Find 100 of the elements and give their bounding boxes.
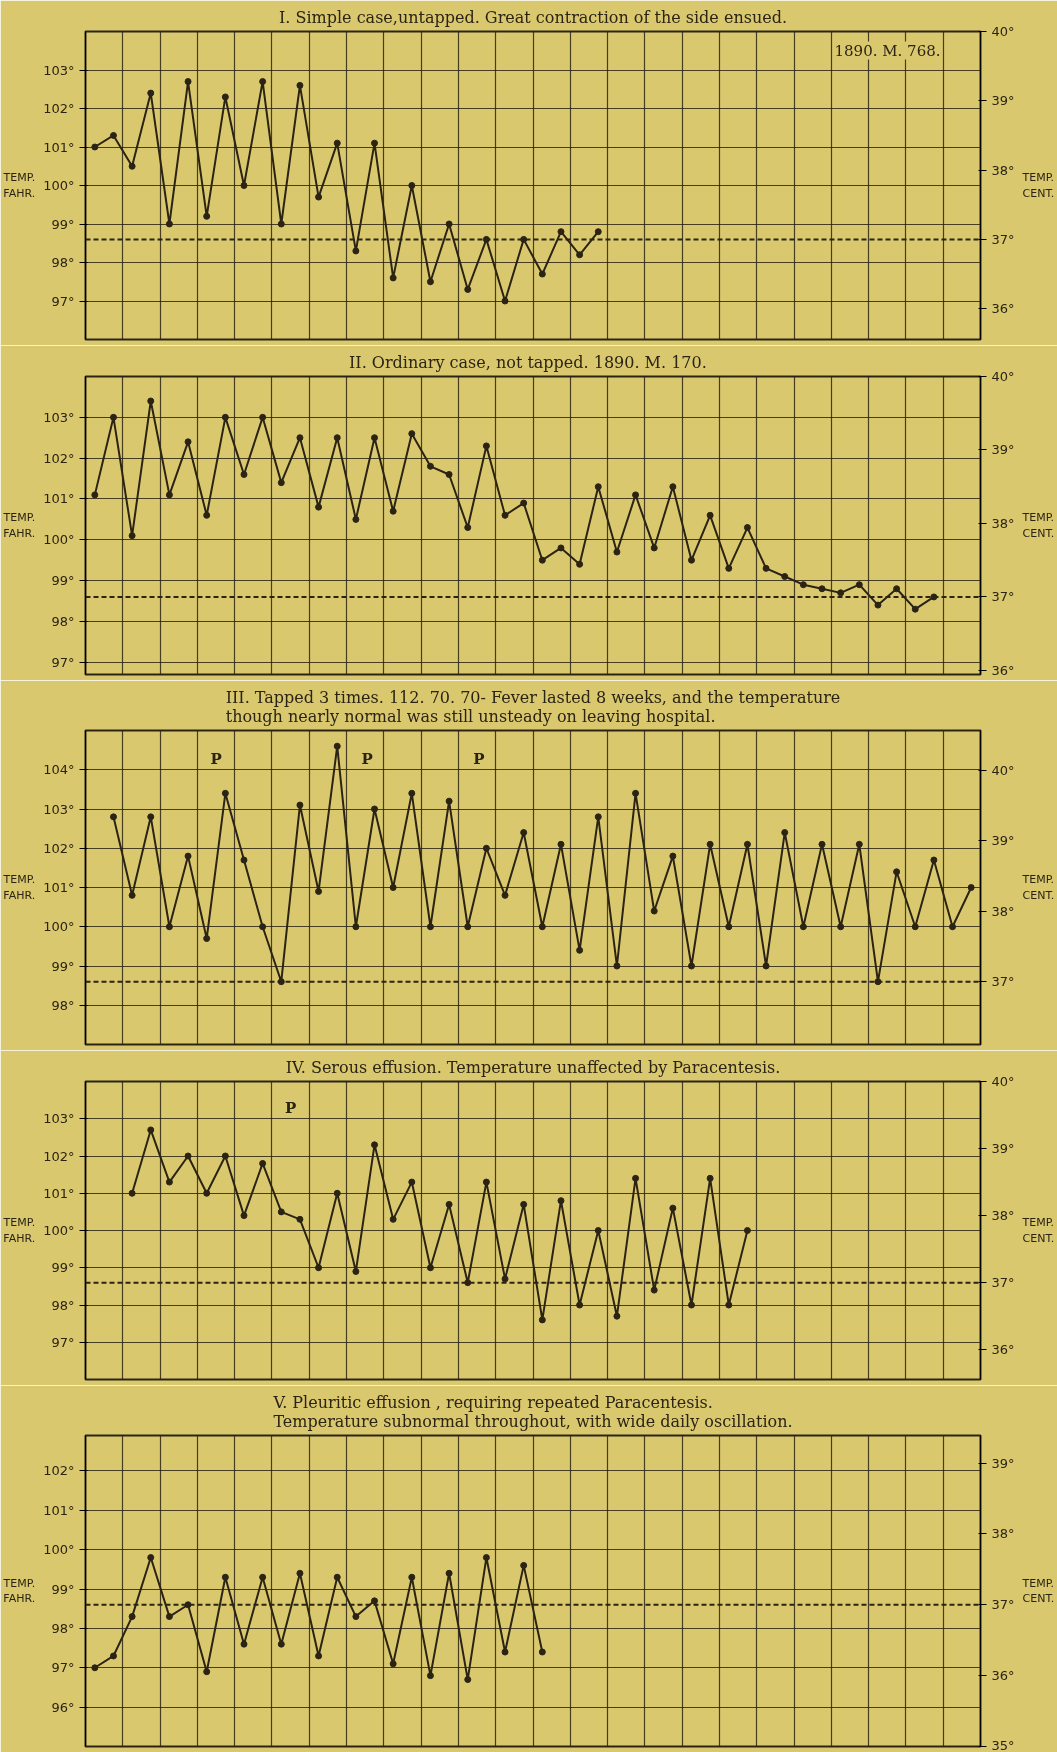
point bbox=[464, 285, 472, 293]
point bbox=[743, 840, 751, 848]
point bbox=[408, 1178, 416, 1186]
point bbox=[501, 1648, 509, 1656]
point bbox=[240, 1640, 248, 1648]
point bbox=[333, 742, 341, 750]
y2-tick-label: 37° bbox=[991, 1275, 1015, 1291]
point bbox=[184, 438, 192, 446]
point bbox=[128, 162, 136, 170]
point bbox=[240, 470, 248, 478]
point bbox=[576, 946, 584, 954]
point bbox=[557, 228, 565, 236]
y-tick-label: 100° bbox=[43, 1542, 75, 1558]
point bbox=[128, 532, 136, 540]
point bbox=[445, 470, 453, 478]
point bbox=[911, 605, 919, 613]
point bbox=[911, 923, 919, 931]
point bbox=[426, 1672, 434, 1680]
chart-title: IV. Serous effusion. Temperature unaffected by Paracentesis. bbox=[285, 1057, 781, 1077]
point bbox=[520, 235, 528, 243]
point bbox=[706, 1174, 714, 1182]
point bbox=[538, 270, 546, 278]
y-tick-label: 98° bbox=[51, 255, 75, 270]
point bbox=[818, 585, 826, 593]
point bbox=[240, 1212, 248, 1220]
point bbox=[855, 581, 863, 589]
point bbox=[501, 1275, 509, 1283]
y2-tick-label: 40° bbox=[991, 762, 1015, 778]
y-tick-label: 99° bbox=[51, 1260, 75, 1276]
point bbox=[426, 278, 434, 286]
point bbox=[613, 962, 621, 970]
y-tick-label: 97° bbox=[51, 293, 75, 309]
point bbox=[259, 1573, 267, 1581]
point bbox=[277, 1208, 285, 1216]
point bbox=[91, 491, 99, 499]
y2-axis-title: TEMP. CENT. bbox=[1021, 1216, 1055, 1245]
point bbox=[352, 247, 360, 255]
point bbox=[259, 923, 267, 931]
point bbox=[408, 182, 416, 189]
y2-tick-label: 39° bbox=[991, 442, 1015, 458]
y2-tick-label: 38° bbox=[991, 1208, 1015, 1224]
y-tick-label: 97° bbox=[51, 1334, 75, 1350]
point bbox=[855, 840, 863, 848]
point bbox=[296, 801, 304, 809]
y-tick-label: 102° bbox=[43, 1148, 75, 1164]
y2-tick-label: 40° bbox=[991, 1074, 1015, 1089]
chart-title: III. Tapped 3 times. 112. 70. 70- Fever lasted 8 weeks, and the temperature though nearly normal was still unsteady on leaving hospital. bbox=[225, 687, 841, 726]
point bbox=[650, 907, 658, 915]
y-tick-label: 97° bbox=[51, 1660, 75, 1676]
point bbox=[576, 560, 584, 568]
point bbox=[91, 143, 99, 151]
point bbox=[557, 840, 565, 848]
point bbox=[837, 923, 845, 931]
point bbox=[165, 923, 173, 931]
y2-tick-label: 37° bbox=[991, 1597, 1015, 1613]
point bbox=[203, 511, 211, 519]
y-tick-label: 97° bbox=[51, 654, 75, 670]
point bbox=[371, 1141, 379, 1149]
y-tick-label: 103° bbox=[43, 1111, 75, 1127]
point bbox=[762, 564, 770, 572]
y2-axis-title: TEMP. CENT. bbox=[1021, 873, 1055, 902]
point bbox=[259, 78, 267, 86]
point bbox=[538, 1648, 546, 1656]
point bbox=[669, 1204, 677, 1212]
y-tick-label: 99° bbox=[51, 958, 75, 974]
point bbox=[893, 585, 901, 593]
point bbox=[315, 887, 323, 895]
y-tick-label: 99° bbox=[51, 216, 75, 232]
point bbox=[501, 891, 509, 899]
y2-tick-label: 40° bbox=[991, 24, 1015, 39]
point bbox=[333, 139, 341, 147]
point bbox=[371, 139, 379, 147]
point bbox=[165, 1178, 173, 1186]
y-tick-label: 100° bbox=[43, 178, 75, 193]
point bbox=[743, 1227, 751, 1234]
point bbox=[874, 601, 882, 609]
point bbox=[538, 923, 546, 931]
y-tick-label: 101° bbox=[43, 1185, 75, 1201]
point bbox=[277, 1640, 285, 1648]
point bbox=[147, 1554, 155, 1562]
point bbox=[371, 434, 379, 442]
point bbox=[501, 511, 509, 519]
point bbox=[464, 1676, 472, 1684]
point bbox=[445, 797, 453, 805]
point bbox=[520, 829, 528, 837]
point bbox=[482, 442, 490, 450]
y-tick-label: 103° bbox=[43, 62, 75, 78]
point bbox=[538, 1316, 546, 1324]
y-tick-label: 101° bbox=[43, 491, 75, 507]
point bbox=[109, 413, 117, 421]
point bbox=[296, 1215, 304, 1223]
point bbox=[557, 544, 565, 552]
y-tick-label: 101° bbox=[43, 880, 75, 895]
point bbox=[482, 1178, 490, 1186]
y-tick-label: 98° bbox=[51, 613, 75, 629]
point bbox=[352, 923, 360, 931]
point bbox=[221, 93, 229, 101]
y-axis-title: TEMP. FAHR. bbox=[2, 1216, 36, 1245]
point bbox=[445, 1200, 453, 1208]
y2-tick-label: 38° bbox=[991, 1526, 1015, 1542]
